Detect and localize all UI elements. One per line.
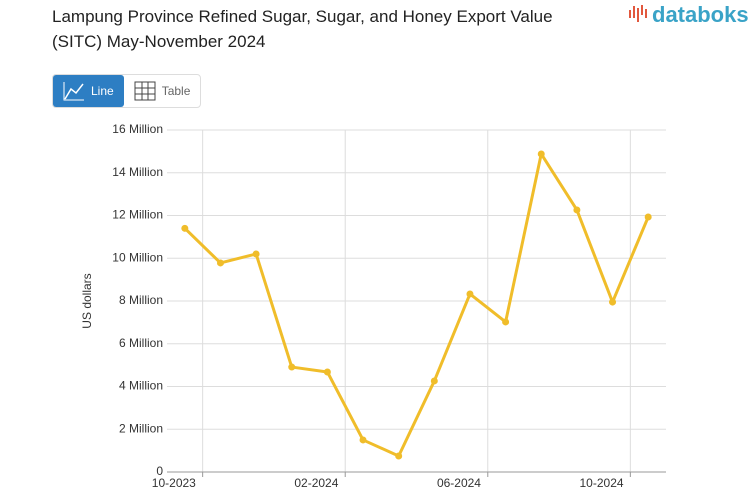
line-button[interactable]: Line xyxy=(53,75,124,107)
table-button[interactable]: Table xyxy=(124,75,201,107)
y-tick-label: 2 Million xyxy=(119,421,163,435)
point xyxy=(502,318,510,326)
point xyxy=(537,150,545,158)
view-toggle: Line Table xyxy=(52,74,202,108)
line-icon xyxy=(63,82,84,101)
y-axis-label: US dollars xyxy=(80,273,94,328)
point xyxy=(359,436,367,444)
y-tick-label: 12 Million xyxy=(112,208,163,222)
point xyxy=(395,452,403,460)
point xyxy=(323,368,331,376)
y-tick-label: 14 Million xyxy=(112,165,163,179)
point xyxy=(430,377,438,385)
chart-title: Lampung Province Refined Sugar, Sugar, a… xyxy=(52,7,553,51)
point xyxy=(644,213,652,221)
brand-logo: databoks xyxy=(628,2,749,28)
brand-text: databoks xyxy=(652,2,749,27)
logo-icon xyxy=(629,5,647,22)
point xyxy=(609,298,617,306)
x-tick-label: 10-2023 xyxy=(152,476,196,490)
line xyxy=(183,152,650,458)
y-tick-label: 0 xyxy=(156,464,163,478)
x-tick-label: 02-2024 xyxy=(294,476,338,490)
y-tick-label: 4 Million xyxy=(119,379,163,393)
point xyxy=(252,250,260,258)
point xyxy=(288,363,296,371)
table-icon xyxy=(134,81,156,101)
y-tick-label: 6 Million xyxy=(119,336,163,350)
button-label: Line xyxy=(91,84,114,98)
x-tick-label: 06-2024 xyxy=(437,476,481,490)
x-tick-label: 10-2024 xyxy=(580,476,624,490)
point xyxy=(573,206,581,214)
point xyxy=(466,290,474,298)
y-tick-label: 16 Million xyxy=(112,122,163,136)
point xyxy=(216,259,224,267)
button-label: Table xyxy=(161,84,191,98)
y-tick-label: 8 Million xyxy=(119,293,163,307)
y-tick-label: 10 Million xyxy=(112,250,163,264)
point xyxy=(181,224,189,232)
